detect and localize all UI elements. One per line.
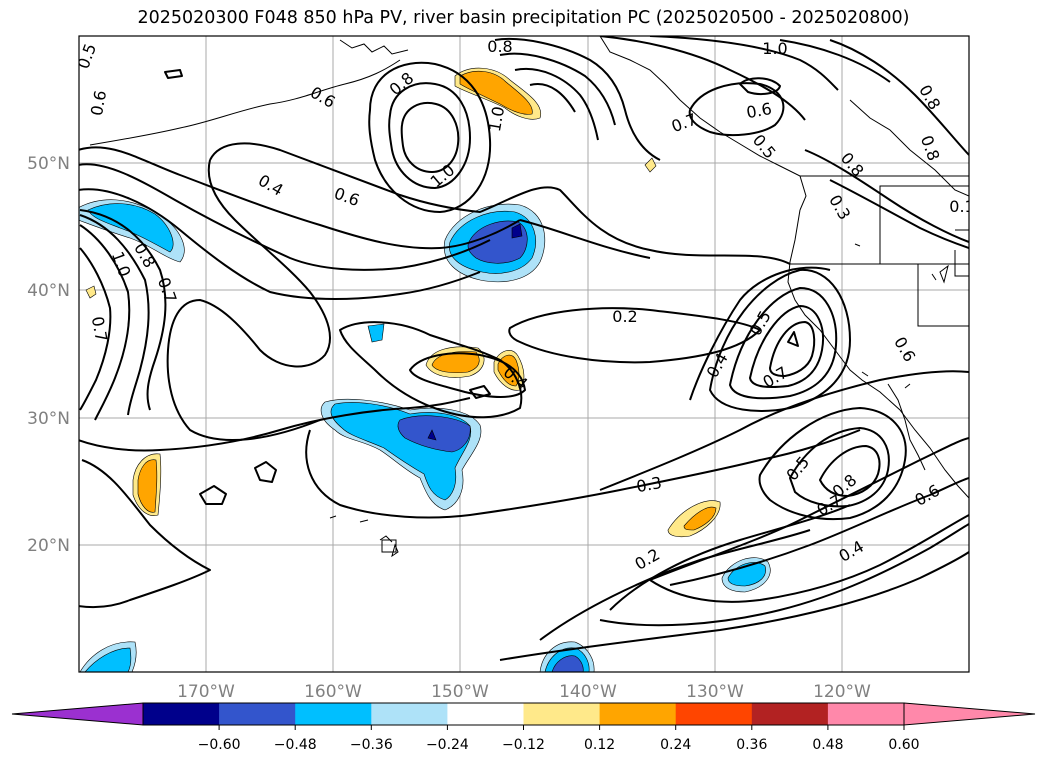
precip-negative-area	[427, 429, 437, 441]
colorbar-bin	[371, 703, 448, 725]
colorbar: −0.60 −0.48 −0.36 −0.24 −0.12 0.12 0.24 0.36 0.4…	[11, 702, 1036, 753]
contour-label: 0.5	[746, 307, 775, 339]
colorbar-tick-label: 0.24	[660, 737, 691, 753]
precip-positive-area	[459, 70, 533, 115]
precip-negative-area	[397, 415, 471, 453]
contour-label: 0.8	[386, 68, 418, 99]
colorbar-tick-label: 0.36	[736, 737, 767, 753]
contour-label: 0.6	[745, 99, 773, 122]
colorbar-bin	[143, 703, 220, 725]
contour-label: 1.0	[485, 105, 508, 133]
map-plot-area: 0.5 0.8 1.0 0.8 0.6 0.7 0.6 0.8 1.0 0.6 …	[74, 36, 974, 672]
colorbar-tick-label: −0.36	[350, 737, 393, 753]
precip-negative-area	[367, 323, 385, 343]
lat-labels: 50°N 40°N 30°N 20°N	[27, 154, 70, 556]
contour-label: 0.2	[631, 545, 663, 574]
contour-label: 0.3	[825, 191, 854, 223]
precip-positive-area	[85, 285, 97, 299]
contour-label: 1.0	[108, 249, 135, 279]
colorbar-bin	[827, 703, 905, 725]
colorbar-bin	[675, 703, 753, 725]
colorbar-tick-label: 0.12	[584, 737, 615, 753]
colorbar-under-arrow	[11, 702, 144, 726]
contour-labels: 0.5 0.8 1.0 0.8 0.6 0.7 0.6 0.8 1.0 0.6 …	[74, 37, 974, 574]
contour-label: 0.6	[890, 333, 919, 365]
colorbar-bin	[523, 703, 601, 725]
precip-negative-area	[84, 647, 132, 672]
contour-label: 0.7	[88, 315, 111, 343]
precip-negative-area	[551, 655, 584, 672]
lon-label: 140°W	[559, 682, 617, 702]
colorbar-bin	[599, 703, 677, 725]
precip-positive-area	[137, 459, 158, 513]
pv-contours	[79, 36, 969, 661]
contour-label: 1.0	[427, 160, 459, 191]
lat-label: 50°N	[27, 154, 70, 174]
precip-shading	[79, 67, 771, 672]
contour-label: 0.8	[487, 37, 512, 56]
coastlines	[89, 36, 969, 558]
lon-label: 160°W	[304, 682, 362, 702]
contour-label: 0.6	[87, 89, 110, 117]
colorbar-bin	[219, 703, 296, 725]
lat-label: 20°N	[27, 536, 70, 556]
contour-label: 0.1	[949, 197, 974, 216]
colorbar-bin	[447, 703, 524, 725]
colorbar-tick-label: 0.48	[812, 737, 843, 753]
contour-label: 0.8	[915, 81, 944, 113]
contour-label: 0.4	[835, 537, 867, 566]
colorbar-tick-label: −0.60	[198, 737, 241, 753]
lon-label: 120°W	[813, 682, 871, 702]
contour-label: 0.6	[911, 481, 943, 510]
colorbar-tick-label: −0.12	[502, 737, 545, 753]
colorbar-tick-label: 0.60	[888, 737, 919, 753]
colorbar-tick-label: −0.48	[274, 737, 317, 753]
contour-label: 1.0	[762, 39, 787, 58]
contour-label: 0.6	[332, 184, 362, 211]
colorbar-over-arrow	[903, 702, 1036, 726]
contour-label: 0.4	[255, 171, 287, 200]
colorbar-bin	[751, 703, 829, 725]
contour-label: 0.5	[749, 131, 780, 163]
lat-label: 40°N	[27, 281, 70, 301]
contour-label: 0.3	[635, 473, 663, 496]
precip-positive-area	[644, 157, 657, 173]
lon-label: 150°W	[431, 682, 489, 702]
lon-label: 130°W	[686, 682, 744, 702]
precip-negative-area	[511, 223, 523, 239]
contour-label: 0.7	[154, 275, 181, 305]
contour-label: 0.5	[782, 453, 813, 485]
map-title: 2025020300 F048 850 hPa PV, river basin …	[137, 8, 910, 28]
lat-label: 30°N	[27, 409, 70, 429]
map-frame	[78, 35, 970, 673]
lon-label: 170°W	[177, 682, 235, 702]
lon-labels: 170°W 160°W 150°W 140°W 130°W 120°W	[177, 682, 871, 702]
colorbar-bin	[295, 703, 372, 725]
contour-label: 0.2	[612, 307, 637, 326]
colorbar-tick-label: −0.24	[426, 737, 469, 753]
precip-negative-area	[87, 203, 174, 253]
contour-label: 0.5	[74, 41, 101, 71]
precip-positive-area	[683, 506, 717, 531]
